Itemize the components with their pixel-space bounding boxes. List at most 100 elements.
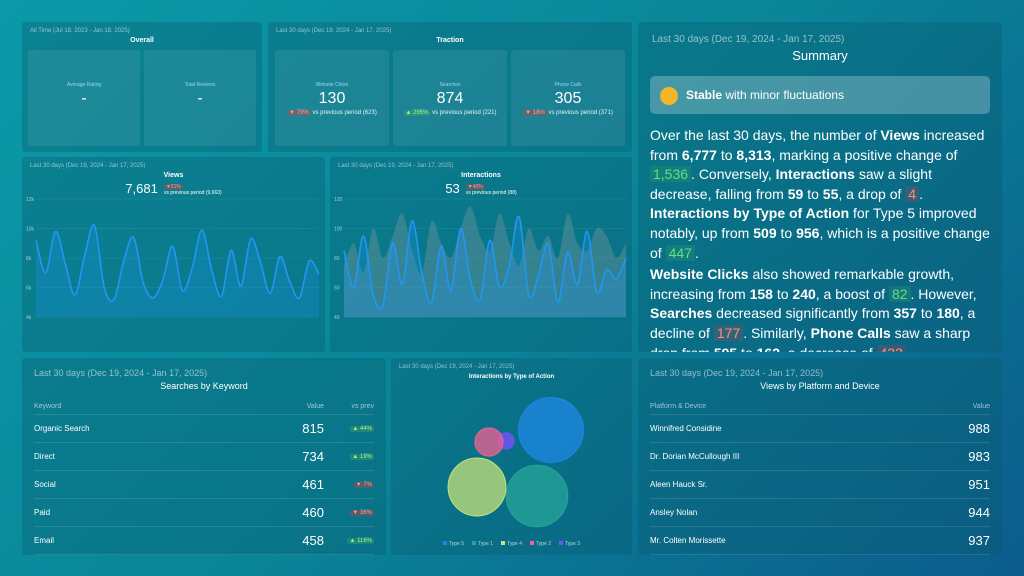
panel-title: Views by Platform and Device <box>760 381 880 391</box>
text-run: 509 <box>753 224 777 241</box>
bubble <box>474 427 504 457</box>
y-tick-label: 4k <box>26 315 32 321</box>
table: Keyword Value vs prev Organic Search 815 ▲ 44… <box>34 398 374 555</box>
row-value: 815 <box>302 421 324 436</box>
text-run: , a boost of <box>815 285 889 302</box>
row-name: Ansley Nolan <box>650 508 698 517</box>
summary-text: Over the last 30 days, the number of Vie… <box>650 126 994 352</box>
legend-swatch <box>559 541 563 545</box>
row-value: 460 <box>302 505 324 520</box>
bubble <box>518 397 584 463</box>
text-run: 1,536 <box>650 166 692 183</box>
row-name: Paid <box>34 508 51 517</box>
panel-title: Interactions <box>461 172 501 179</box>
text-run: , which is a positive change of <box>650 224 990 261</box>
kpi-detail: ▼40% vs previous period (88) <box>465 183 517 196</box>
change-cell: ▼ 7% <box>324 481 374 488</box>
row-name: Organic Search <box>34 424 90 433</box>
bubble-chart: Type 5 Type 1 Type 4 Type 2 Type 3 <box>443 397 584 547</box>
table-row: Winnifred Considine 988 <box>650 415 990 443</box>
text-run: Over the last 30 days, the number of <box>650 127 881 143</box>
metric-card: Total Reviews - <box>144 50 256 146</box>
column-header: Value <box>306 402 324 410</box>
row-value: 988 <box>968 421 990 436</box>
row-name: Mr. Colten Morissette <box>650 536 726 545</box>
change-badge: ▼ 79% <box>287 110 311 116</box>
line-chart: 40 60 80 100 120 <box>334 197 627 321</box>
text-run: Phone Calls <box>810 324 891 341</box>
legend-swatch <box>443 541 447 545</box>
change-badge: ▲ 295% <box>403 110 431 116</box>
y-tick-label: 120 <box>334 197 343 203</box>
text-run: 357 <box>893 305 917 322</box>
panel-title: Traction <box>436 37 464 44</box>
status-badge: Stable with minor fluctuations <box>650 76 990 114</box>
text-run: 55 <box>822 185 839 202</box>
legend-label: Type 4 <box>507 541 522 547</box>
status-text: with minor fluctuations <box>722 88 845 102</box>
text-run: 4 <box>905 185 920 202</box>
panel-title: Interactions by Type of Action <box>468 374 555 380</box>
text-run: to <box>803 185 823 202</box>
y-tick-label: 8k <box>26 256 32 262</box>
header-row: Platform & Device Value <box>650 398 990 415</box>
text-run: 433 <box>876 344 906 352</box>
text-run: saw a slight decrease, falling from <box>650 166 932 202</box>
text-run: , a decline of <box>650 305 976 341</box>
change-cell: ▲ 116% <box>324 537 374 544</box>
row-name: Aleen Hauck Sr. <box>650 480 708 489</box>
kpi: 7,681 ▼21% vs previous period (9,663) <box>22 181 325 196</box>
y-tick-label: 6k <box>26 286 32 292</box>
legend-label: Type 2 <box>536 541 551 547</box>
bubble <box>505 464 569 528</box>
metric-card: Phone Calls 305 ▼ 18% vs previous period (… <box>511 50 625 146</box>
text-run: saw a sharp drop from <box>650 324 971 352</box>
legend-label: Type 3 <box>565 541 580 547</box>
text-run: for Type 5 improved notably, up from <box>650 205 977 241</box>
metric-value: 874 <box>436 90 464 107</box>
period: Last 30 days (Dec 19, 2024 - Jan 17, 202… <box>650 368 824 378</box>
text-run: 59 <box>787 185 804 202</box>
compare-text: vs previous period (9,663) <box>163 189 222 196</box>
text-run: increased from <box>650 127 985 163</box>
table-row: Dr. Dorian McCullough III 983 <box>650 443 990 471</box>
text-run: , a decrease of <box>780 345 877 352</box>
paragraph: Website Clicks also showed remarkable gr… <box>650 265 994 352</box>
bubble <box>447 457 507 517</box>
table-row: Ansley Nolan 944 <box>650 499 990 527</box>
text-run: to <box>772 285 793 302</box>
text-run: , a drop of <box>838 185 906 202</box>
comparison: ▲ 295% vs previous period (221) <box>393 110 507 116</box>
table: Platform & Device Value Winnifred Considin… <box>650 398 990 555</box>
text-run: to <box>776 224 797 241</box>
metric-label: Total Reviews <box>184 82 216 88</box>
text-run: 956 <box>796 224 820 241</box>
kpi-value: 7,681 <box>125 181 158 196</box>
compare-text: vs previous period (623) <box>312 110 377 116</box>
interactions-panel: Last 30 days (Dec 19, 2024 - Jan 17, 202… <box>330 157 632 352</box>
y-tick-label: 100 <box>334 227 343 233</box>
panel-title: Searches by Keyword <box>160 381 248 391</box>
traction-panel: Last 30 days (Dec 19, 2024 - Jan 17, 202… <box>268 22 632 152</box>
panel-title: Views <box>163 172 184 179</box>
column-header: Platform & Device <box>650 402 707 410</box>
change-badge: ▼ 36% <box>350 509 374 516</box>
period: Last 30 days (Dec 19, 2024 - Jan 17, 202… <box>34 368 208 378</box>
views-panel: Last 30 days (Dec 19, 2024 - Jan 17, 202… <box>22 157 325 352</box>
metric-value: 130 <box>318 90 346 107</box>
compare-text: vs previous period (371) <box>548 110 613 116</box>
table-row: Organic Search 815 ▲ 44% <box>34 415 374 443</box>
header-row: Keyword Value vs prev <box>34 398 374 415</box>
text-run: . <box>694 244 699 261</box>
text-run: 177 <box>713 324 744 341</box>
change-badge: ▼ 7% <box>353 481 374 488</box>
period: Last 30 days (Dec 19, 2024 - Jan 17, 202… <box>652 34 845 45</box>
row-value: 458 <box>302 533 324 548</box>
metric-value: - <box>81 90 87 107</box>
period: Last 30 days (Dec 19, 2024 - Jan 17, 202… <box>338 163 454 169</box>
table-row: Email 458 ▲ 116% <box>34 527 374 555</box>
table-row: Social 461 ▼ 7% <box>34 471 374 499</box>
text-run: 6,777 <box>681 146 717 163</box>
change-badge: ▲ 19% <box>350 453 374 460</box>
